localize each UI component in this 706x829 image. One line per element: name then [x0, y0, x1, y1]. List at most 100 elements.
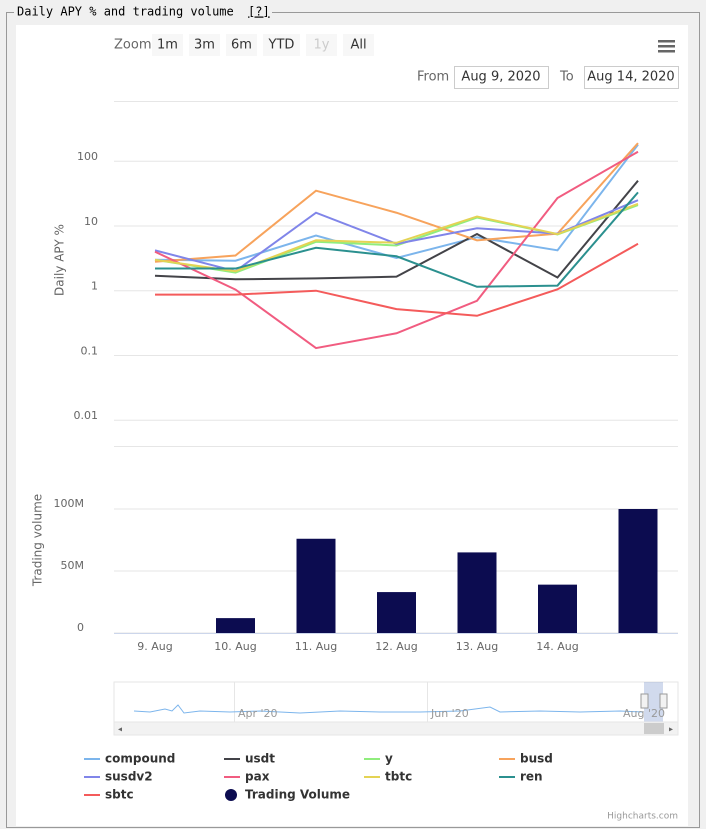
scrollbar-thumb[interactable]: [644, 723, 664, 734]
y-tick-label: 0.1: [81, 344, 99, 357]
navigator: ◂ ▸: [113, 681, 679, 736]
navigator-handle[interactable]: [659, 693, 668, 709]
zoom-button-bg: [152, 34, 183, 56]
legend-item[interactable]: compound: [84, 752, 175, 766]
to-label: To: [559, 70, 574, 85]
x-tick-label: 9. Aug: [137, 640, 172, 653]
to-input[interactable]: [584, 66, 679, 89]
legend-label: Trading Volume: [245, 788, 350, 802]
bar: [538, 584, 577, 633]
legend-item[interactable]: usdt: [224, 752, 275, 766]
legend-label: susdv2: [105, 770, 153, 784]
legend-label: sbtc: [105, 788, 134, 802]
fieldset-legend: Daily APY % and trading volume: [17, 5, 234, 19]
y-tick-label: 0: [77, 621, 84, 634]
legend-label: usdt: [245, 752, 275, 766]
legend-item[interactable]: busd: [499, 752, 553, 766]
bar: [457, 552, 497, 633]
zoom-button[interactable]: 1m: [152, 34, 183, 56]
zoom-button-bg: [263, 34, 300, 56]
menu-bar: [658, 50, 675, 53]
zoom-button-bg: [226, 34, 257, 56]
help-link[interactable]: [?]: [248, 5, 270, 19]
legend-item[interactable]: pax: [224, 770, 270, 784]
y-tick-label: 0.01: [74, 409, 99, 422]
zoom-button-label: 6m: [231, 38, 252, 53]
zoom-button[interactable]: 6m: [226, 34, 257, 56]
legend-label: busd: [520, 752, 553, 766]
legend-backdrop: [14, 4, 272, 20]
navigator-mask[interactable]: [644, 682, 663, 722]
x-tick-label: 10. Aug: [214, 640, 256, 653]
y-axis-title: Daily APY %: [53, 224, 67, 296]
x-tick-label: 13. Aug: [456, 640, 498, 653]
zoom-button-label: 3m: [194, 38, 215, 53]
menu-bar: [658, 45, 675, 48]
legend-item[interactable]: sbtc: [84, 788, 134, 802]
y-tick-label: 50M: [61, 559, 85, 572]
legend-label: pax: [245, 770, 270, 784]
legend-symbol: [225, 789, 237, 801]
legend: compound usdt y busd susdv2 pax tbtc ren sbtc Tra…: [84, 752, 553, 802]
bar: [216, 618, 255, 633]
y-tick-label: 100M: [54, 497, 85, 510]
zoom-label: Zoom: [114, 38, 151, 53]
navigator-line: [133, 704, 644, 714]
bar: [377, 592, 416, 633]
navigator-label: Jun '20: [430, 707, 469, 720]
zoom-button-bg: [189, 34, 220, 56]
zoom-button[interactable]: 3m: [189, 34, 220, 56]
navigator-labels: Apr '20 Jun '20 Aug '20: [238, 707, 665, 720]
scroll-right[interactable]: ▸: [669, 725, 673, 734]
y-axis-title: Trading volume: [31, 494, 45, 587]
y-tick-label: 10: [84, 215, 98, 228]
zoom-button[interactable]: All: [343, 34, 374, 56]
credits[interactable]: Highcharts.com: [607, 812, 678, 822]
series-line: [155, 242, 639, 317]
legend-label: tbtc: [385, 770, 412, 784]
to-value: Aug 14, 2020: [587, 70, 674, 85]
zoom-buttons: 1m 3m 6m YTD 1y All: [152, 34, 374, 56]
zoom-button-bg: [306, 34, 337, 56]
navigator-label: Apr '20: [238, 707, 278, 720]
navigator-frame: [113, 681, 679, 723]
series-line: [155, 191, 639, 288]
legend-item[interactable]: susdv2: [84, 770, 153, 784]
legend-item[interactable]: Trading Volume: [225, 788, 350, 802]
zoom-button-label: YTD: [268, 38, 295, 53]
legend-label: compound: [105, 752, 175, 766]
x-tick-label: 11. Aug: [295, 640, 337, 653]
menu-icon[interactable]: [658, 40, 675, 53]
zoom-button-bg: [343, 34, 374, 56]
from-label: From: [417, 70, 449, 85]
x-tick-label: 14. Aug: [536, 640, 578, 653]
legend-label: ren: [520, 770, 543, 784]
from-value: Aug 9, 2020: [461, 70, 540, 85]
x-tick-label: 12. Aug: [375, 640, 417, 653]
from-input[interactable]: [454, 66, 549, 89]
scroll-left[interactable]: ◂: [118, 725, 122, 734]
legend-item[interactable]: ren: [499, 770, 543, 784]
menu-bar: [658, 40, 675, 43]
y-tick-label: 1: [91, 280, 98, 293]
zoom-button-label: 1y: [314, 38, 330, 53]
zoom-button-label: All: [350, 38, 366, 53]
series-line: [154, 202, 639, 273]
series-line: [154, 150, 639, 350]
plot-area: 0.01 0.1 1 10 100 Daily APY % 0 50M 100M Trading …: [31, 142, 678, 653]
legend-item[interactable]: y: [364, 752, 393, 766]
fieldset-border: [6, 12, 700, 828]
bar: [618, 509, 658, 633]
zoom-button[interactable]: 1y: [306, 34, 337, 56]
y-tick-label: 100: [77, 150, 98, 163]
navigator-handle[interactable]: [640, 693, 649, 709]
legend-label: y: [385, 752, 393, 766]
zoom-button[interactable]: YTD: [263, 34, 300, 56]
series-line: [154, 144, 639, 262]
scrollbar-track[interactable]: [113, 721, 679, 736]
zoom-button-label: 1m: [157, 38, 178, 53]
series-line: [154, 180, 639, 281]
navigator-label: Aug '20: [623, 707, 665, 720]
legend-item[interactable]: tbtc: [364, 770, 412, 784]
